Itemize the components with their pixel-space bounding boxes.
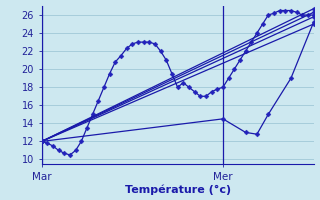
X-axis label: Température (°c): Température (°c)	[124, 184, 231, 195]
